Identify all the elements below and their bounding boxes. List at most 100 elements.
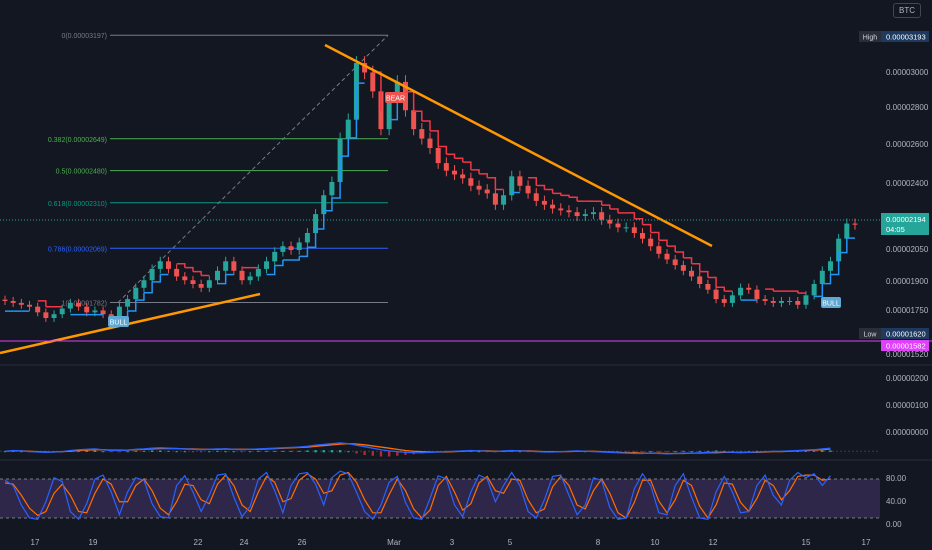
macd-tick: 0.00000000	[886, 428, 929, 437]
macd-tick: 0.00000200	[886, 374, 929, 383]
candle-body	[656, 246, 662, 254]
candle-body	[827, 261, 833, 271]
macd-histogram-bar	[477, 451, 481, 453]
candle-body	[721, 299, 727, 303]
macd-histogram-bar	[657, 451, 661, 453]
candle-body	[149, 268, 155, 281]
candle-body	[582, 214, 588, 217]
supertrend-segment	[667, 245, 676, 253]
price-tick: 0.00001750	[886, 306, 929, 315]
candle-body	[778, 301, 784, 303]
time-tick: 24	[240, 538, 249, 547]
macd-histogram-bar	[379, 451, 383, 457]
candle-body	[713, 289, 719, 300]
supertrend-segment	[642, 223, 652, 233]
macd-histogram-bar	[134, 450, 137, 452]
candle-body	[460, 174, 466, 179]
fib-retracement[interactable]: 0(0.00003197) 0.382(0.00002649) 0.5(0.0000…	[48, 33, 389, 308]
candle-body	[76, 302, 82, 307]
candle-body	[672, 259, 678, 266]
supertrend-segment	[274, 259, 284, 267]
candle-body	[631, 227, 637, 234]
time-axis[interactable]: 17 19 22 24 26 Mar 3 5 8 10 12 15 17	[31, 538, 871, 547]
macd-histogram-bar	[812, 450, 816, 452]
countdown: 04:05	[886, 225, 905, 234]
macd-histogram-bar	[224, 451, 227, 453]
candle-body	[476, 185, 482, 190]
candle-body	[329, 182, 335, 196]
candle-body	[811, 284, 817, 296]
macd-histogram-bar	[387, 451, 391, 457]
candle-body	[844, 223, 850, 239]
candle-body	[345, 119, 351, 139]
supertrend-segment	[650, 231, 660, 241]
candle-body	[607, 219, 613, 224]
candle-body	[2, 299, 8, 302]
macd-line	[4, 442, 831, 455]
supertrend-segment	[454, 157, 464, 163]
supertrend-segment	[217, 274, 227, 285]
macd-histogram-bar	[363, 451, 366, 455]
candle-body	[509, 176, 515, 196]
candle-body	[443, 163, 449, 171]
supertrend-segment	[143, 281, 153, 294]
candle-body	[590, 212, 596, 215]
macd-histogram-bar	[199, 451, 203, 453]
fib-level-label: 0.5(0.00002480)	[56, 169, 107, 176]
candle-body	[313, 214, 319, 234]
supertrend-segment	[331, 156, 341, 199]
macd-histogram-bar	[633, 451, 636, 453]
supertrend-segment	[291, 256, 300, 261]
macd-pane: 0.00000200 0.00000100 0.00000000	[0, 374, 929, 457]
macd-histogram-bar	[191, 451, 195, 453]
time-tick: 17	[31, 538, 40, 547]
macd-histogram-bar	[371, 451, 374, 456]
candle-body	[10, 301, 16, 303]
macd-histogram-bar	[150, 450, 154, 452]
signals: BEAR BULL BULL	[108, 92, 841, 327]
candle-body	[492, 193, 498, 205]
candle-body	[296, 242, 302, 251]
macd-histogram-bar	[804, 450, 808, 452]
supertrend-segment	[307, 228, 317, 248]
supertrend-segment	[413, 110, 423, 122]
supertrend-segment	[544, 188, 554, 194]
candle-body	[729, 295, 735, 303]
grid	[0, 364, 932, 461]
candle-body	[705, 284, 711, 290]
candle-body	[174, 268, 180, 277]
candle-body	[411, 110, 417, 130]
candle-body	[836, 238, 842, 262]
supertrend-segment	[446, 153, 456, 159]
low-label: Low	[864, 332, 878, 339]
fib-level-label: 0.618(0.00002310)	[48, 201, 107, 208]
supertrend-segment	[814, 283, 824, 298]
time-tick: 17	[862, 538, 871, 547]
trend-lines[interactable]	[0, 43, 932, 355]
time-tick: 15	[802, 538, 811, 547]
candle-body	[435, 148, 441, 164]
low-line-value-bg	[881, 340, 929, 351]
supertrend-segment	[421, 120, 431, 131]
macd-histogram-bar	[110, 451, 113, 453]
price-tick: 0.00002800	[886, 103, 929, 112]
supertrend-segment	[830, 252, 840, 276]
supertrend-segment	[462, 161, 472, 170]
bull-signal-bg	[821, 297, 841, 308]
macd-histogram-bar	[698, 450, 701, 452]
candle-body	[541, 200, 547, 205]
candle-body	[484, 189, 490, 194]
time-tick: 8	[596, 538, 601, 547]
candle-body	[51, 314, 57, 319]
supertrend-segment	[838, 238, 848, 254]
candle-body	[533, 193, 539, 201]
candle-body	[803, 295, 809, 305]
price-axis[interactable]: 0.00003000 0.00002800 0.00002600 0.00002400…	[0, 31, 929, 359]
candle-body	[394, 81, 400, 101]
symbol-badge[interactable]: BTC	[893, 3, 921, 18]
macd-histogram-bar	[404, 451, 407, 455]
time-tick: 26	[298, 538, 307, 547]
supertrend-segment	[822, 274, 832, 285]
candle-body	[615, 223, 621, 228]
